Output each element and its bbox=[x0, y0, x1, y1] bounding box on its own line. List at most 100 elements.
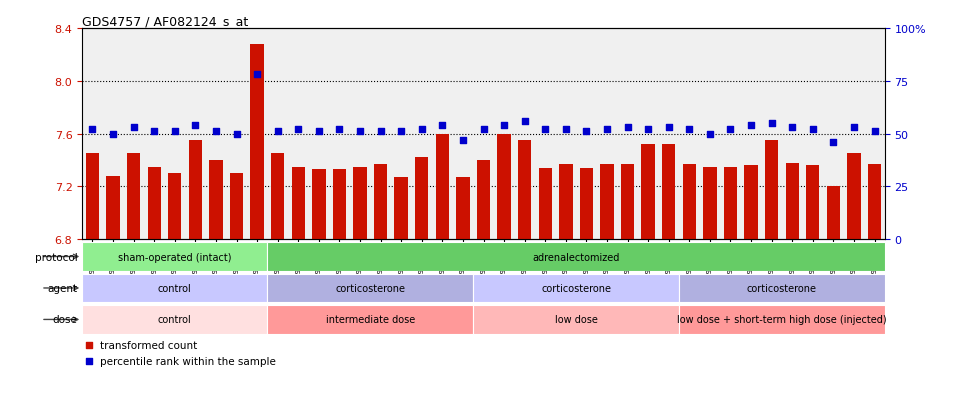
Bar bbox=[82, 243, 268, 271]
Bar bbox=[374, 164, 388, 240]
Point bbox=[517, 118, 533, 125]
Point bbox=[208, 129, 223, 135]
Text: intermediate dose: intermediate dose bbox=[326, 315, 415, 325]
Bar bbox=[250, 45, 264, 240]
Point bbox=[620, 125, 635, 131]
Bar bbox=[415, 158, 428, 240]
Point bbox=[578, 129, 594, 135]
Bar bbox=[268, 243, 885, 271]
Point bbox=[290, 127, 306, 133]
Text: GDS4757 / AF082124_s_at: GDS4757 / AF082124_s_at bbox=[82, 15, 249, 28]
Point bbox=[146, 129, 161, 135]
Point bbox=[270, 129, 285, 135]
Bar bbox=[106, 176, 120, 240]
Point bbox=[476, 127, 491, 133]
Bar bbox=[765, 141, 778, 240]
Point bbox=[81, 342, 97, 348]
Point bbox=[806, 127, 821, 133]
Bar bbox=[82, 306, 268, 334]
Bar bbox=[473, 274, 679, 302]
Bar bbox=[621, 164, 634, 240]
Bar bbox=[745, 166, 758, 240]
Point bbox=[414, 127, 429, 133]
Point bbox=[434, 123, 450, 129]
Text: low dose: low dose bbox=[555, 315, 598, 325]
Text: corticosterone: corticosterone bbox=[336, 283, 405, 293]
Point bbox=[744, 123, 759, 129]
Bar bbox=[827, 187, 840, 240]
Text: corticosterone: corticosterone bbox=[542, 283, 611, 293]
Bar bbox=[679, 306, 885, 334]
Bar bbox=[579, 169, 593, 240]
Bar bbox=[518, 141, 531, 240]
Point bbox=[866, 129, 882, 135]
Point bbox=[249, 72, 265, 78]
Text: control: control bbox=[158, 315, 191, 325]
Bar bbox=[867, 164, 881, 240]
Point bbox=[394, 129, 409, 135]
Point bbox=[188, 123, 203, 129]
Point bbox=[558, 127, 573, 133]
Bar bbox=[395, 178, 408, 240]
Point bbox=[764, 121, 779, 127]
Bar bbox=[230, 174, 244, 240]
Point bbox=[229, 131, 245, 138]
Bar bbox=[847, 154, 861, 240]
Bar bbox=[436, 134, 449, 240]
Bar bbox=[148, 167, 161, 240]
Bar bbox=[268, 274, 473, 302]
Point bbox=[846, 125, 862, 131]
Bar bbox=[268, 306, 473, 334]
Point bbox=[538, 127, 553, 133]
Text: protocol: protocol bbox=[35, 252, 77, 262]
Text: corticosterone: corticosterone bbox=[747, 283, 817, 293]
Point bbox=[682, 127, 697, 133]
Bar bbox=[353, 167, 366, 240]
Point bbox=[167, 129, 183, 135]
Bar bbox=[703, 167, 717, 240]
Bar bbox=[641, 145, 655, 240]
Point bbox=[332, 127, 347, 133]
Point bbox=[311, 129, 327, 135]
Bar bbox=[127, 154, 140, 240]
Bar bbox=[477, 161, 490, 240]
Bar bbox=[456, 178, 470, 240]
Bar bbox=[785, 163, 799, 240]
Point bbox=[85, 127, 101, 133]
Bar bbox=[312, 170, 326, 240]
Text: agent: agent bbox=[47, 283, 77, 293]
Text: percentile rank within the sample: percentile rank within the sample bbox=[100, 356, 276, 366]
Point bbox=[373, 129, 389, 135]
Point bbox=[455, 137, 471, 144]
Point bbox=[702, 131, 718, 138]
Point bbox=[722, 127, 738, 133]
Point bbox=[81, 358, 97, 365]
Point bbox=[661, 125, 677, 131]
Bar bbox=[189, 141, 202, 240]
Text: sham-operated (intact): sham-operated (intact) bbox=[118, 252, 231, 262]
Bar bbox=[473, 306, 679, 334]
Point bbox=[105, 131, 121, 138]
Bar bbox=[679, 274, 885, 302]
Bar bbox=[539, 169, 552, 240]
Bar bbox=[497, 134, 511, 240]
Point bbox=[600, 127, 615, 133]
Text: adrenalectomized: adrenalectomized bbox=[533, 252, 620, 262]
Point bbox=[826, 139, 841, 146]
Bar bbox=[82, 274, 268, 302]
Bar bbox=[86, 154, 100, 240]
Bar bbox=[292, 167, 305, 240]
Bar bbox=[168, 174, 182, 240]
Point bbox=[784, 125, 800, 131]
Point bbox=[126, 125, 141, 131]
Bar bbox=[559, 164, 572, 240]
Point bbox=[640, 127, 656, 133]
Bar bbox=[601, 164, 614, 240]
Bar bbox=[271, 154, 284, 240]
Text: transformed count: transformed count bbox=[100, 340, 197, 350]
Bar bbox=[806, 166, 819, 240]
Point bbox=[496, 123, 512, 129]
Text: low dose + short-term high dose (injected): low dose + short-term high dose (injecte… bbox=[677, 315, 887, 325]
Point bbox=[352, 129, 367, 135]
Text: dose: dose bbox=[52, 315, 77, 325]
